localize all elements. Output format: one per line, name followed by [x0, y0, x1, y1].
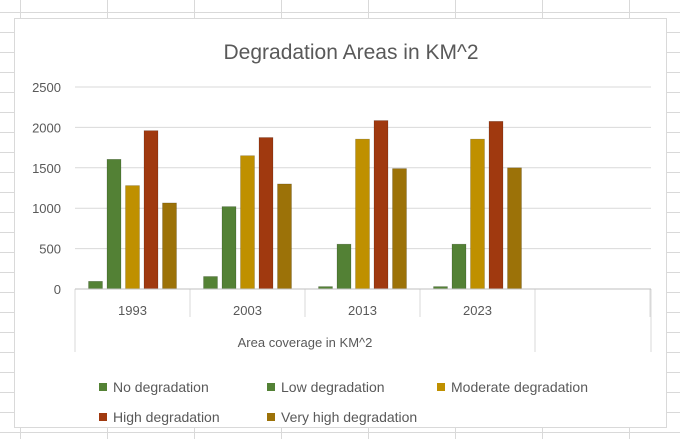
chart-area[interactable]: Degradation Areas in KM^2 Area coverage …: [14, 18, 667, 428]
bar: [392, 168, 407, 290]
y-tick-label: 1000: [32, 201, 61, 216]
legend-label: Moderate degradation: [451, 379, 588, 395]
legend-swatch: [267, 383, 275, 391]
legend-item: No degradation: [99, 379, 209, 395]
x-axis-title: Area coverage in KM^2: [238, 335, 373, 350]
bar: [355, 138, 370, 290]
x-tick-label: 2003: [233, 303, 262, 318]
chart-title: Degradation Areas in KM^2: [224, 41, 479, 64]
bar: [203, 276, 218, 290]
legend-item: Moderate degradation: [437, 379, 588, 395]
legend-swatch: [437, 383, 445, 391]
bar: [373, 120, 389, 290]
legend-item: Very high degradation: [267, 409, 417, 425]
bar: [470, 138, 485, 290]
y-tick-label: 2500: [32, 80, 61, 95]
y-tick-label: 0: [54, 282, 61, 297]
legend-label: Low degradation: [281, 379, 385, 395]
y-tick-label: 2000: [32, 120, 61, 135]
bar: [488, 121, 504, 290]
x-tick-label: 2013: [348, 303, 377, 318]
bar: [125, 185, 140, 290]
bar: [277, 183, 292, 290]
bar: [106, 159, 122, 290]
chart-legend: No degradation Low degradation Moderate de…: [99, 379, 659, 439]
legend-label: No degradation: [113, 379, 209, 395]
legend-swatch: [99, 413, 107, 421]
bar: [162, 202, 177, 290]
bar: [221, 206, 237, 290]
legend-swatch: [99, 383, 107, 391]
legend-item: High degradation: [99, 409, 220, 425]
bar: [88, 281, 103, 290]
bar: [451, 243, 467, 290]
legend-item: Low degradation: [267, 379, 385, 395]
bar-chart: Degradation Areas in KM^2 Area coverage …: [32, 41, 652, 352]
y-tick-label: 500: [39, 242, 61, 257]
bar: [507, 167, 522, 290]
x-tick-label: 2023: [463, 303, 492, 318]
bar: [336, 243, 352, 290]
bar: [143, 130, 159, 290]
legend-label: Very high degradation: [281, 409, 418, 425]
legend-label: High degradation: [113, 409, 220, 425]
x-tick-label: 1993: [118, 303, 147, 318]
bar: [258, 137, 274, 290]
bar: [240, 155, 255, 290]
legend-swatch: [267, 413, 275, 421]
y-tick-label: 1500: [32, 161, 61, 176]
